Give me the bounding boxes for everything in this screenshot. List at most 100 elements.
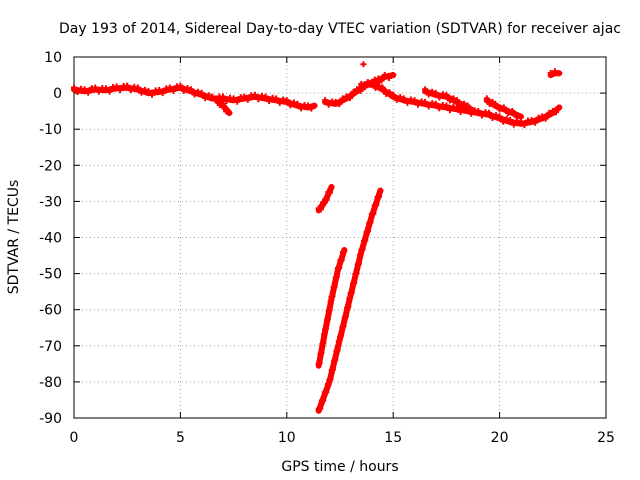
- data-point: [262, 93, 269, 100]
- data-point: [528, 116, 535, 123]
- trace-markers: [315, 183, 335, 213]
- data-point: [340, 323, 347, 330]
- data-point: [383, 90, 390, 97]
- data-point: [341, 247, 348, 254]
- data-point: [368, 79, 375, 86]
- data-point: [336, 265, 343, 272]
- x-tick-label: 25: [597, 430, 615, 446]
- data-point: [503, 115, 510, 122]
- data-point: [457, 108, 464, 115]
- x-tick-label: 10: [278, 430, 296, 446]
- data-point: [551, 68, 558, 75]
- data-point: [311, 102, 318, 109]
- data-point: [404, 99, 411, 106]
- data-point: [443, 91, 450, 98]
- data-point: [496, 113, 503, 120]
- data-point: [124, 82, 131, 89]
- data-point: [320, 397, 327, 404]
- data-point: [373, 202, 380, 209]
- data-point: [195, 88, 202, 95]
- data-point: [127, 87, 134, 94]
- data-point: [308, 105, 315, 112]
- data-point: [191, 91, 198, 98]
- data-point: [319, 199, 326, 206]
- data-point: [386, 89, 393, 96]
- data-point: [323, 389, 330, 396]
- data-point: [323, 325, 330, 332]
- data-point: [367, 219, 374, 226]
- trace-markers: [213, 95, 233, 116]
- data-point: [390, 72, 397, 79]
- y-tick-label: -50: [39, 267, 62, 283]
- data-point: [358, 80, 365, 87]
- data-point: [505, 110, 512, 117]
- data-trace: [71, 84, 258, 104]
- data-point: [317, 206, 324, 213]
- data-point: [422, 98, 429, 105]
- y-tick-label: -60: [39, 303, 62, 319]
- data-point: [338, 257, 345, 264]
- data-point: [251, 91, 258, 98]
- data-point: [485, 109, 492, 116]
- data-point: [317, 405, 324, 412]
- data-point: [324, 316, 331, 323]
- data-point: [145, 88, 152, 95]
- data-point: [326, 189, 333, 196]
- data-point: [134, 84, 141, 91]
- data-point: [149, 91, 156, 98]
- data-point: [377, 187, 384, 194]
- data-point: [539, 113, 546, 120]
- data-point: [493, 112, 500, 119]
- data-point: [334, 347, 341, 354]
- data-point: [188, 86, 195, 93]
- y-tick-label: -40: [39, 231, 62, 247]
- data-point: [336, 101, 343, 108]
- data-point: [325, 101, 332, 108]
- data-point: [305, 102, 312, 109]
- data-point: [357, 251, 364, 258]
- data-point: [283, 97, 290, 104]
- data-point: [429, 88, 436, 95]
- data-point: [320, 340, 327, 347]
- data-point: [177, 82, 184, 89]
- data-point: [180, 87, 187, 94]
- data-point: [287, 102, 294, 109]
- data-point: [390, 91, 397, 98]
- data-point: [436, 94, 443, 101]
- data-point: [202, 95, 209, 102]
- data-point: [170, 87, 177, 94]
- data-point: [290, 99, 297, 106]
- x-axis-label: GPS time / hours: [281, 459, 398, 475]
- data-point: [343, 93, 350, 100]
- data-point: [446, 107, 453, 114]
- data-point: [85, 89, 92, 96]
- data-point: [74, 89, 81, 96]
- data-point: [425, 91, 432, 98]
- data-point: [411, 97, 418, 104]
- data-point: [328, 183, 335, 190]
- data-point: [223, 98, 230, 105]
- data-point: [223, 108, 230, 115]
- data-point: [335, 338, 342, 345]
- data-point: [552, 109, 559, 116]
- data-point: [471, 108, 478, 115]
- data-point: [332, 98, 339, 105]
- x-tick-label: 5: [176, 430, 185, 446]
- grid: [74, 57, 606, 418]
- data-point: [234, 98, 241, 105]
- data-point: [273, 95, 280, 102]
- data-point: [331, 283, 338, 290]
- data-point: [547, 70, 554, 77]
- data-point: [521, 122, 528, 129]
- x-tick-label: 15: [384, 430, 402, 446]
- data-point: [362, 237, 369, 244]
- y-tick-label: -10: [39, 122, 62, 138]
- data-point: [422, 86, 429, 93]
- data-point: [345, 303, 352, 310]
- data-point: [156, 87, 163, 94]
- data-point: [535, 114, 542, 121]
- data-point: [489, 114, 496, 121]
- data-point: [117, 87, 124, 94]
- data-point: [510, 121, 517, 128]
